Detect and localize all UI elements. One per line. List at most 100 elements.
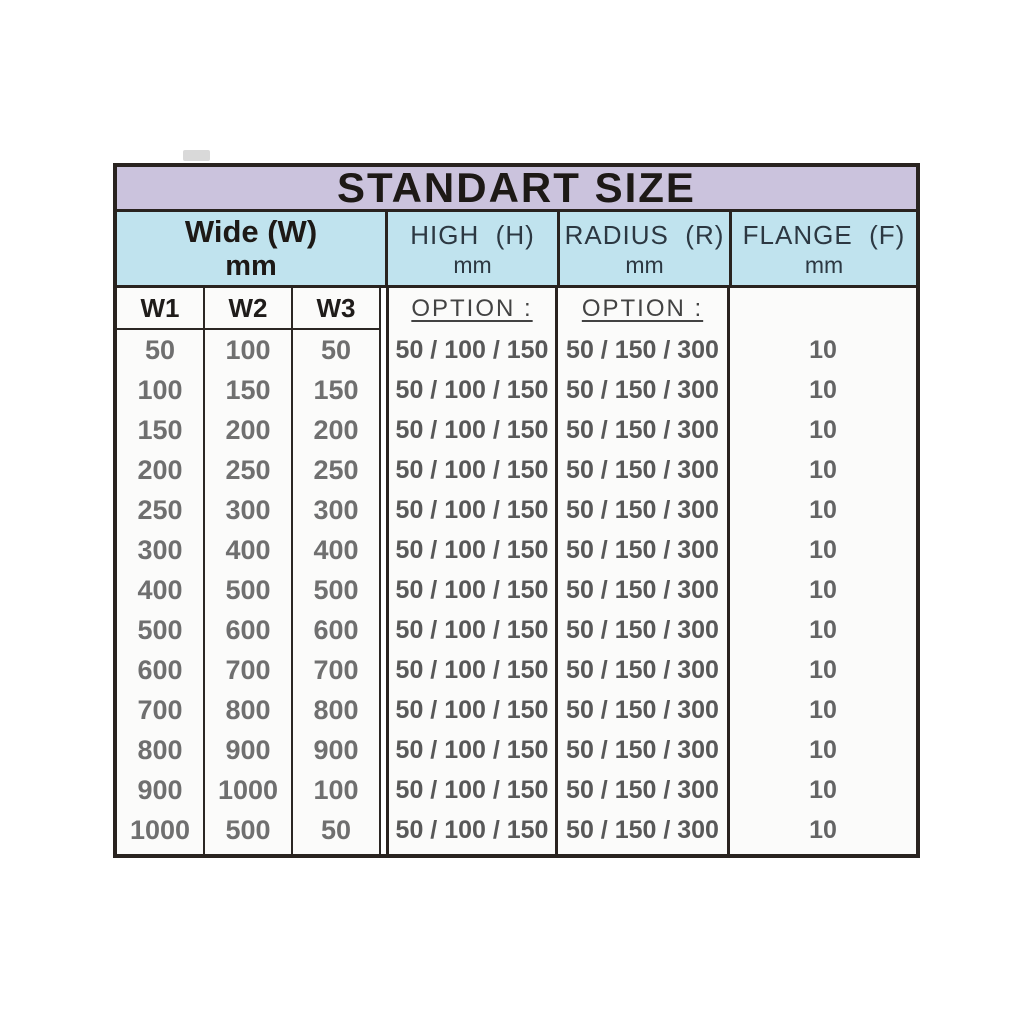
flange-value: 10: [809, 616, 837, 644]
high-value: 50 / 100 / 150: [395, 776, 549, 804]
column-gap: [381, 288, 386, 854]
flange-column: 10 10 10 10 10 10 10 10 10 10 10 10 10: [730, 288, 916, 854]
flange-value: 10: [809, 536, 837, 564]
wide-value: 500: [225, 815, 271, 845]
wide-value: 50: [320, 815, 352, 845]
wide-value: 400: [137, 575, 183, 605]
radius-value: 50 / 150 / 300: [566, 376, 719, 404]
header-flange-label: FLANGE (F): [742, 219, 906, 250]
header-wide: Wide (W) mm: [117, 212, 388, 285]
wide-value: 300: [225, 495, 271, 525]
wide-column-w1: W1 50 100 150 200 250 300 400 500 600 700 800 900 10…: [117, 288, 205, 854]
radius-value: 50 / 150 / 300: [566, 656, 719, 684]
radius-value: 50 / 150 / 300: [566, 416, 719, 444]
wide-subtable: W1 50 100 150 200 250 300 400 500 600 700 800 900 10…: [117, 288, 381, 854]
flange-value: 10: [809, 736, 837, 764]
flange-value: 10: [809, 376, 837, 404]
wide-value: 150: [137, 415, 183, 445]
wide-value: 250: [225, 455, 271, 485]
header-radius-unit: mm: [625, 251, 664, 278]
radius-value: 50 / 150 / 300: [566, 816, 719, 844]
wide-value: 1000: [217, 775, 279, 805]
flange-value: 10: [809, 456, 837, 484]
wide-value: 250: [137, 495, 183, 525]
wide-value: 600: [137, 655, 183, 685]
wide-value: 600: [313, 615, 359, 645]
radius-value: 50 / 150 / 300: [566, 776, 719, 804]
high-value: 50 / 100 / 150: [395, 736, 549, 764]
radius-value: 50 / 150 / 300: [566, 456, 719, 484]
wide-value: 700: [313, 655, 359, 685]
wide-value: 100: [225, 335, 271, 365]
wide-value: 900: [313, 735, 359, 765]
wide-value: 500: [225, 575, 271, 605]
flange-value: 10: [809, 656, 837, 684]
subheader-w3: W3: [293, 288, 379, 330]
radius-value: 50 / 150 / 300: [566, 616, 719, 644]
radius-value: 50 / 150 / 300: [566, 696, 719, 724]
high-value: 50 / 100 / 150: [395, 416, 549, 444]
header-wide-label: Wide (W): [184, 214, 318, 249]
wide-value: 200: [137, 455, 183, 485]
subheader-w1: W1: [117, 288, 203, 330]
wide-value: 100: [313, 775, 359, 805]
header-high: HIGH (H) mm: [388, 212, 560, 285]
wide-value: 200: [313, 415, 359, 445]
high-value: 50 / 100 / 150: [395, 376, 549, 404]
wide-value: 800: [137, 735, 183, 765]
wide-value: 400: [225, 535, 271, 565]
flange-value: 10: [809, 576, 837, 604]
header-wide-unit: mm: [225, 250, 277, 282]
wide-value: 150: [313, 375, 359, 405]
high-value: 50 / 100 / 150: [395, 816, 549, 844]
radius-value: 50 / 150 / 300: [566, 496, 719, 524]
header-row: Wide (W) mm HIGH (H) mm RADIUS (R) mm FL…: [117, 212, 916, 288]
header-flange-unit: mm: [804, 251, 844, 278]
standart-size-table: STANDART SIZE Wide (W) mm HIGH (H) mm RA…: [113, 163, 920, 858]
header-radius-label: RADIUS (R): [564, 219, 725, 250]
header-radius: RADIUS (R) mm: [560, 212, 732, 285]
radius-value: 50 / 150 / 300: [566, 536, 719, 564]
wide-value: 500: [137, 615, 183, 645]
table-title: STANDART SIZE: [117, 164, 916, 212]
header-high-unit: mm: [453, 251, 492, 278]
wide-value: 250: [313, 455, 359, 485]
wide-value: 150: [225, 375, 271, 405]
radius-value: 50 / 150 / 300: [566, 576, 719, 604]
radius-option-label: OPTION :: [581, 295, 704, 322]
wide-value: 50: [320, 335, 352, 365]
wide-value: 400: [313, 535, 359, 565]
table-body: W1 50 100 150 200 250 300 400 500 600 700 800 900 10…: [117, 288, 916, 854]
wide-value: 600: [225, 615, 271, 645]
wide-value: 800: [225, 695, 271, 725]
high-value: 50 / 100 / 150: [395, 496, 549, 524]
wide-value: 500: [313, 575, 359, 605]
wide-value: 1000: [129, 815, 191, 845]
high-value: 50 / 100 / 150: [395, 616, 549, 644]
radius-value: 50 / 150 / 300: [566, 336, 719, 364]
flange-value: 10: [809, 816, 837, 844]
high-value: 50 / 100 / 150: [395, 536, 549, 564]
flange-value: 10: [809, 776, 837, 804]
wide-column-w2: W2 100 150 200 250 300 400 500 600 700 800 900 1000…: [205, 288, 293, 854]
subheader-w2: W2: [205, 288, 291, 330]
high-value: 50 / 100 / 150: [395, 456, 549, 484]
flange-value: 10: [809, 416, 837, 444]
flange-value: 10: [809, 696, 837, 724]
wide-value: 100: [137, 375, 183, 405]
wide-value: 700: [137, 695, 183, 725]
radius-value: 50 / 150 / 300: [566, 736, 719, 764]
high-value: 50 / 100 / 150: [395, 656, 549, 684]
flange-value: 10: [809, 336, 837, 364]
flange-value: 10: [809, 496, 837, 524]
header-flange: FLANGE (F) mm: [732, 212, 916, 285]
flange-option-header: [730, 288, 916, 330]
high-option-label: OPTION :: [411, 295, 533, 322]
wide-value: 900: [225, 735, 271, 765]
wide-column-w3: W3 50 150 200 250 300 400 500 600 700 800 900 100 50: [293, 288, 379, 854]
wide-value: 700: [225, 655, 271, 685]
high-value: 50 / 100 / 150: [395, 696, 549, 724]
radius-option-header: OPTION :: [558, 288, 727, 330]
wide-value: 300: [313, 495, 359, 525]
